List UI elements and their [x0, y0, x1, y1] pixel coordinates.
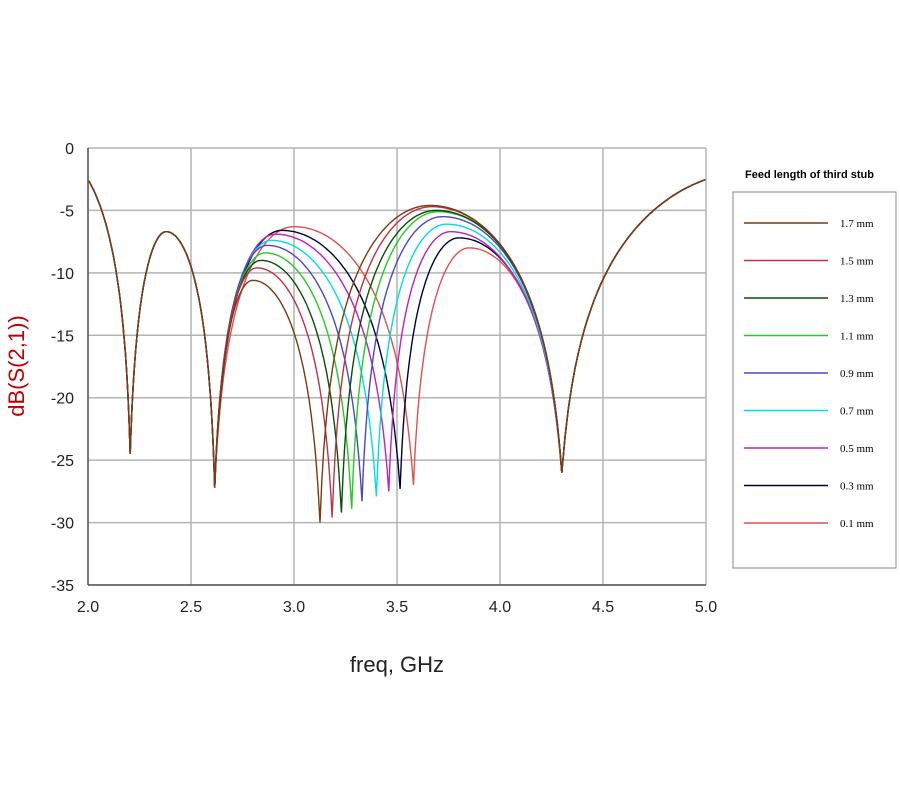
y-tick-label: -20: [51, 391, 74, 408]
y-tick-label: -35: [51, 578, 74, 595]
legend-title: Feed length of third stub: [745, 169, 874, 181]
y-tick-labels: 0 -5 -10 -15 -20 -25 -30 -35: [51, 141, 74, 595]
y-tick-label: -10: [51, 266, 74, 283]
x-axis-label: freq, GHz: [350, 652, 444, 677]
x-tick-label: 4.5: [592, 599, 614, 616]
legend: Feed length of third stub 1.7 mm 1.5 mm 1.…: [732, 169, 897, 569]
x-tick-label: 2.0: [77, 599, 99, 616]
y-tick-label: -15: [51, 328, 74, 345]
series-line-1-7-mm: [88, 178, 706, 523]
y-tick-label: -5: [60, 203, 74, 220]
y-tick-label: 0: [65, 141, 74, 158]
legend-box: [732, 191, 897, 569]
x-tick-label: 2.5: [180, 599, 202, 616]
x-tick-label: 4.0: [489, 599, 511, 616]
y-tick-label: -25: [51, 453, 74, 470]
legend-label: 0.7 mm: [840, 406, 874, 418]
legend-label: 1.1 mm: [840, 331, 874, 343]
legend-label: 1.5 mm: [840, 256, 874, 268]
x-tick-label: 3.5: [386, 599, 408, 616]
plot-frame: [87, 148, 706, 586]
legend-label: 0.1 mm: [840, 518, 874, 530]
y-tick-label: -30: [51, 516, 74, 533]
legend-label: 0.5 mm: [840, 443, 874, 455]
curves: [88, 178, 706, 523]
grid: [87, 147, 707, 586]
x-tick-label: 5.0: [695, 599, 717, 616]
legend-label: 0.3 mm: [840, 481, 874, 493]
legend-label: 1.7 mm: [840, 218, 874, 230]
x-tick-labels: 2.0 2.5 3.0 3.5 4.0 4.5 5.0: [77, 599, 717, 616]
x-tick-label: 3.0: [283, 599, 305, 616]
legend-label: 1.3 mm: [840, 293, 874, 305]
y-axis-label: dB(S(2,1)): [4, 315, 29, 416]
legend-label: 0.9 mm: [840, 368, 874, 380]
